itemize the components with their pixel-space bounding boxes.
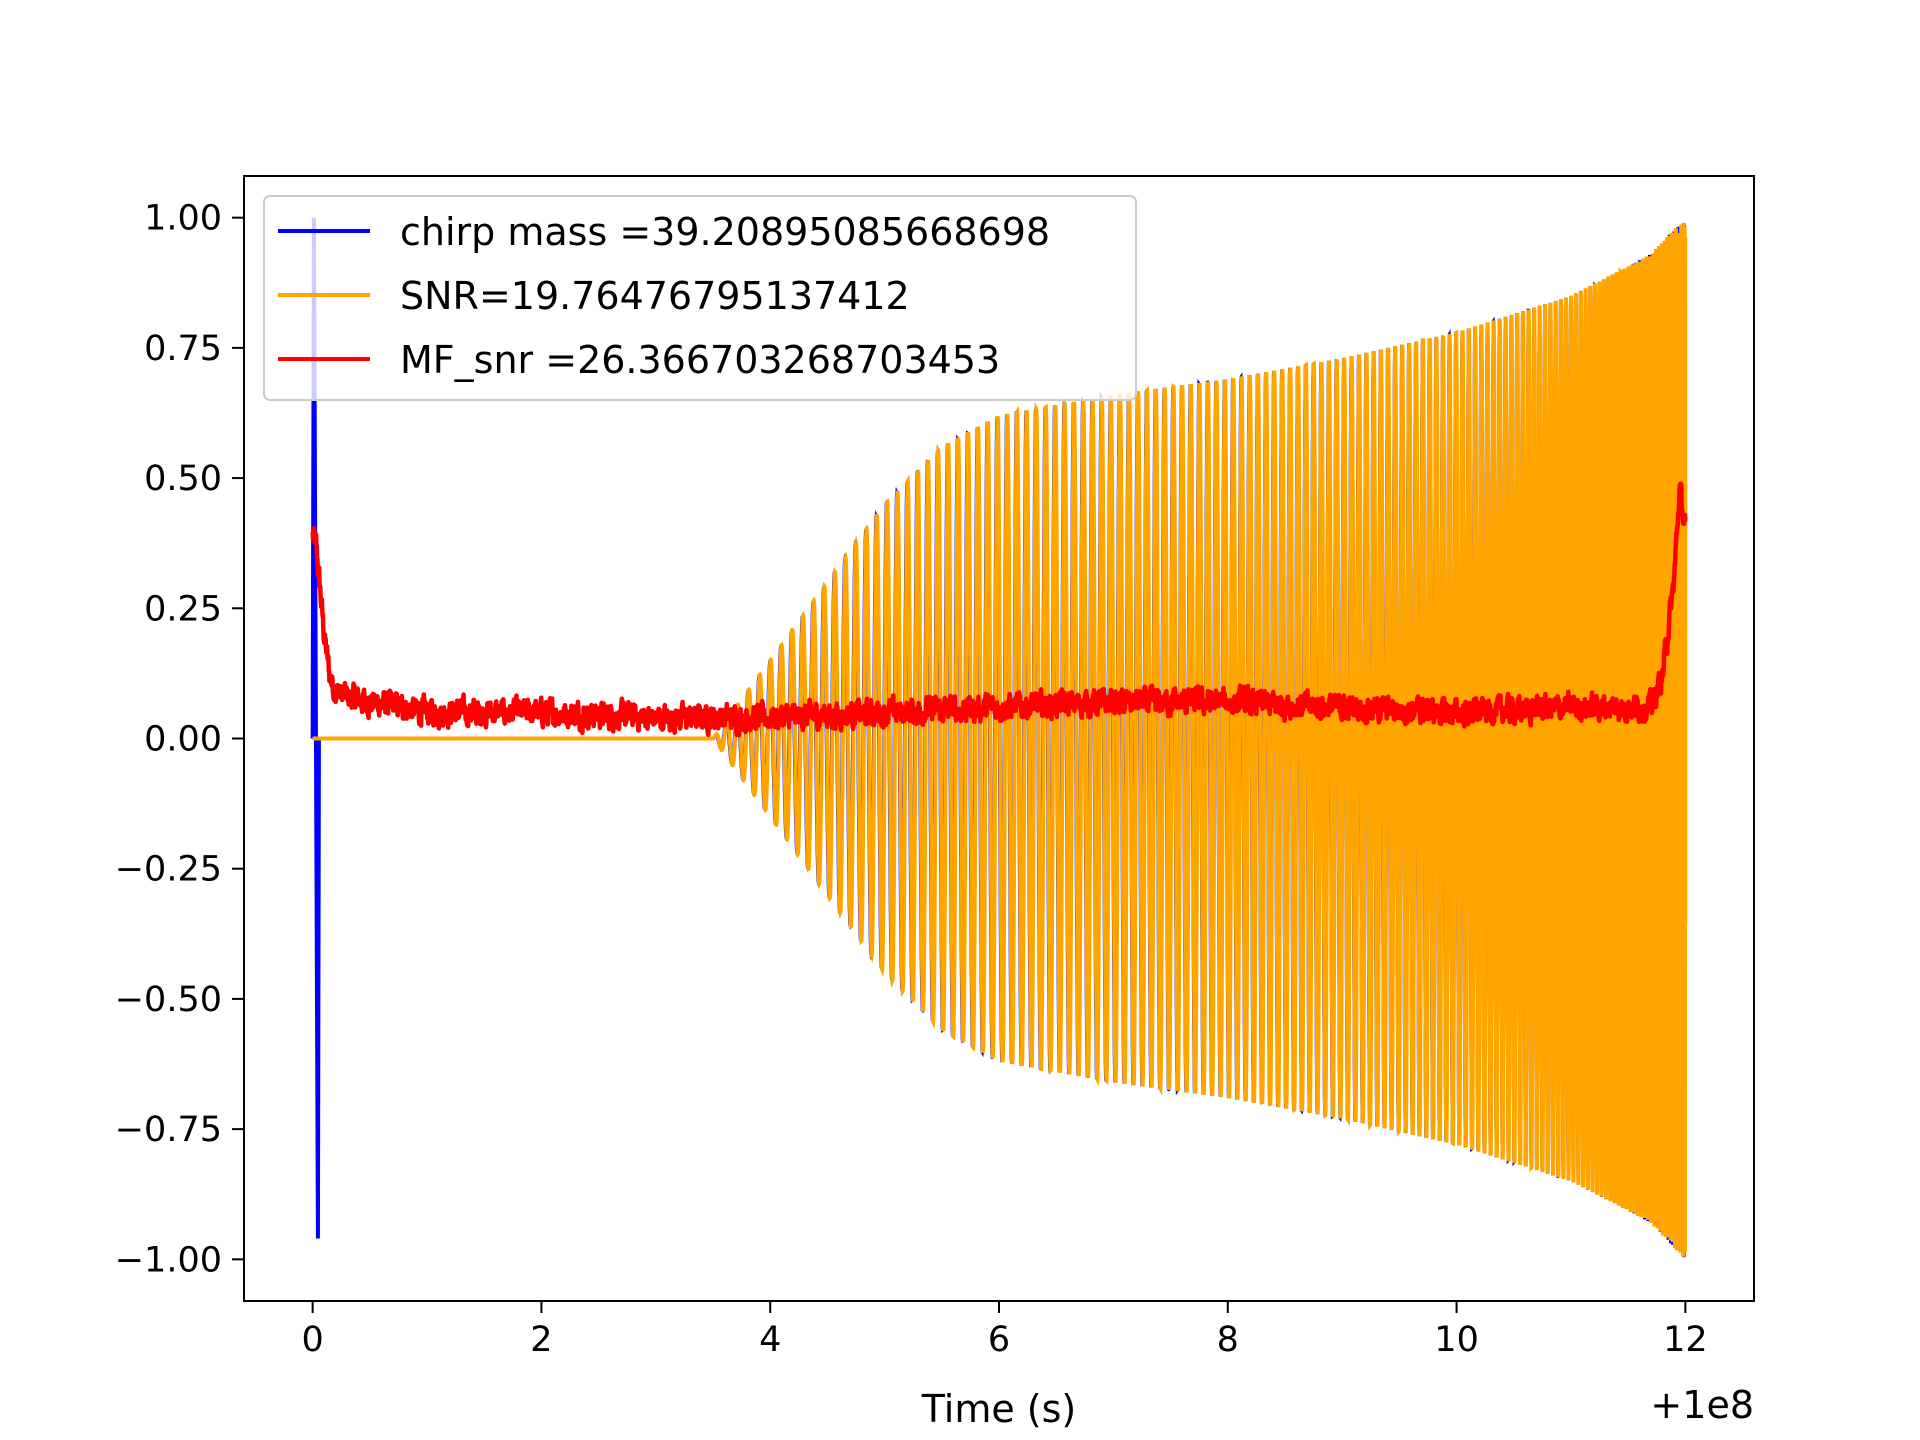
series-mf-snr-line: [310, 481, 1688, 738]
x-axis-offset-label: +1e8: [1650, 1383, 1754, 1427]
legend: chirp mass =39.20895085668698 SNR=19.764…: [263, 195, 1137, 401]
y-tick-label: −1.00: [115, 1240, 222, 1280]
series-snr-line: [312, 222, 1688, 1257]
series-chirp-mass-spike: [310, 217, 321, 1239]
y-tick-label: 0.50: [144, 459, 222, 499]
series-layer: [310, 217, 1688, 1258]
legend-label-mf-snr: MF_snr =26.366703268703453: [400, 338, 1000, 382]
legend-label-snr: SNR=19.76476795137412: [400, 274, 910, 318]
y-tick-label: 0.00: [144, 720, 222, 760]
x-tick-label: 10: [1434, 1320, 1479, 1360]
y-tick-label: 1.00: [144, 199, 222, 239]
y-tick-label: 0.25: [144, 589, 222, 629]
y-axis: 1.00 0.75 0.50 0.25 0.00 −0.25 −0.50 −0.75 −1.00: [115, 199, 244, 1280]
x-tick-label: 0: [301, 1320, 323, 1360]
x-axis-label: Time (s): [921, 1387, 1077, 1431]
y-tick-label: −0.25: [115, 850, 222, 890]
y-tick-label: −0.75: [115, 1110, 222, 1150]
x-tick-label: 12: [1663, 1320, 1708, 1360]
x-tick-label: 2: [530, 1320, 552, 1360]
x-axis: 0 2 4 6 8 10 12: [301, 1301, 1708, 1360]
x-tick-label: 6: [988, 1320, 1010, 1360]
x-tick-label: 8: [1217, 1320, 1239, 1360]
legend-frame: [263, 195, 1137, 401]
legend-label-chirp-mass: chirp mass =39.20895085668698: [400, 210, 1050, 254]
y-tick-label: 0.75: [144, 329, 222, 369]
x-tick-label: 4: [759, 1320, 781, 1360]
y-tick-label: −0.50: [115, 980, 222, 1020]
